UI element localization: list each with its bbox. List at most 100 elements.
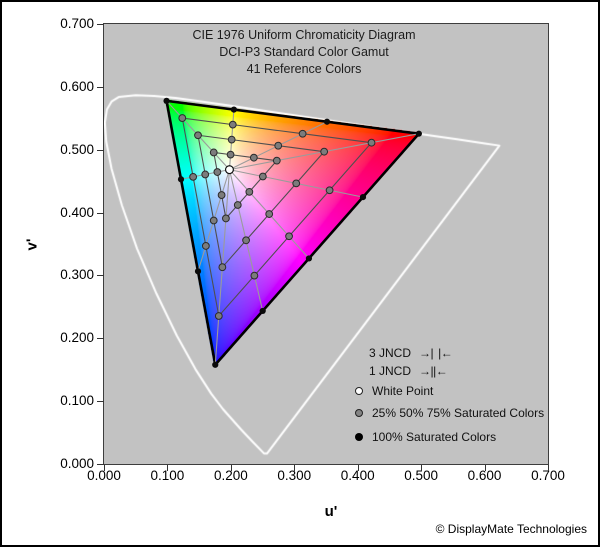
ref-color-green-50 [194,131,202,140]
ref-color-red-magenta-75 [325,186,334,195]
ref-color-green-75 [178,114,187,122]
jncd-1-scale-marker-icon: →||← [419,364,448,378]
legend-entry-white-point: White Point [355,383,433,399]
ref-color-yellow-100 [230,106,238,113]
y-tick-label: 0.200 [60,330,94,346]
copyright-text: © DisplayMate Technologies [435,522,587,536]
legend-entry-full-saturation: 100% Saturated Colors [355,429,496,445]
ref-color-red-25 [272,156,281,165]
ref-color-blue-75 [214,312,223,320]
x-axis-label: u' [324,503,338,520]
ref-color-blue-100 [212,361,219,368]
ref-color-magenta-50 [265,210,274,218]
x-tick-label: 0.400 [340,468,375,483]
gamut-triangle-edge [165,99,421,367]
ref-color-cyan-blue-100 [194,268,202,275]
ref-color-orange-100 [323,118,331,125]
legend-entry-partial-saturation: 25% 50% 75% Saturated Colors [355,405,544,421]
ref-color-red-magenta-50 [292,179,301,188]
ref-color-green-100 [163,97,170,104]
y-tick-label: 0.600 [60,78,94,94]
y-tick-mark [97,464,104,465]
ref-color-red-75 [367,138,376,147]
ref-color-purple-25 [233,201,242,209]
x-tick-mark [104,465,105,471]
full-saturation-marker-icon [355,433,363,441]
legend-entry-1jncd: 1 JNCD →||← [369,363,448,379]
ref-color-purple-100 [259,307,266,315]
y-tick-label: 0.400 [60,204,94,220]
y-tick-label: 0.500 [60,141,94,157]
ref-color-orange-25 [249,153,258,162]
x-tick-mark [230,465,232,471]
ref-color-red-50 [320,147,329,156]
x-tick-mark [357,465,359,471]
ref-color-orange-50 [274,141,283,150]
ref-color-cyan-100 [177,176,185,183]
x-tick-label: 0.300 [277,468,312,483]
ref-color-orange-75 [298,129,307,138]
ref-color-cyan-50 [201,170,210,179]
ref-color-magenta-100 [305,255,313,262]
ref-color-cyan-75 [189,172,198,181]
y-tick-mark [97,24,104,25]
x-tick-label: 0.700 [531,468,565,483]
y-tick-label: 0.000 [60,456,94,471]
ref-color-cyan-blue-75 [201,242,210,250]
ref-color-yellow-50 [227,135,236,144]
legend-white-point-label: White Point [372,384,434,398]
ref-color-green-25 [209,148,218,157]
ref-color-yellow-75 [228,120,237,129]
y-tick-mark [97,401,104,403]
x-tick-mark [294,465,296,471]
x-tick-mark [167,465,169,471]
x-tick-mark [548,465,549,471]
gamut-gradient-canvas [104,24,548,464]
legend-full-saturation-label: 100% Saturated Colors [372,430,497,444]
white-point-marker-icon [355,387,363,395]
plot-area [103,23,549,465]
y-tick-mark [97,149,104,151]
ref-color-purple-50 [242,236,250,245]
white-point-marker [224,165,234,175]
ref-color-magenta-25 [245,187,254,196]
ref-color-purple-75 [250,271,259,280]
x-tick-label: 0.100 [150,468,185,483]
y-axis-label: v' [23,238,41,251]
legend-1jncd-label: 1 JNCD [369,364,412,378]
x-tick-label: 0.500 [404,468,439,483]
ref-color-magenta-75 [285,232,293,241]
jncd-3-scale-marker-icon: →| |← [419,346,453,360]
y-tick-mark [97,338,104,340]
x-tick-mark [421,465,423,471]
x-tick-label: 0.200 [213,468,248,483]
x-tick-label: 0.600 [467,468,502,483]
chart-title-line-1: CIE 1976 Uniform Chromaticity Diagram [192,28,416,42]
ref-color-cyan-blue-50 [209,216,218,225]
gamut-overlay-svg [163,97,422,368]
x-tick-mark [484,465,486,471]
y-tick-mark [97,86,104,88]
chart-title-line-2: DCI-P3 Standard Color Gamut [219,45,389,59]
ref-color-cyan-25 [213,168,222,176]
chart-title-line-3: 41 Reference Colors [246,62,362,76]
ref-color-red-magenta-100 [359,194,367,201]
ref-color-red-100 [415,130,422,137]
ref-color-blue-25 [222,214,230,223]
ref-color-cyan-blue-25 [217,191,226,199]
partial-saturation-marker-icon [355,409,363,417]
y-tick-label: 0.100 [60,393,94,409]
y-tick-mark [97,275,104,277]
ref-color-red-magenta-25 [258,172,267,181]
chart-title: CIE 1976 Uniform Chromaticity Diagram DC… [104,27,504,78]
legend-3jncd-label: 3 JNCD [369,346,412,360]
ref-color-yellow-25 [226,150,235,159]
legend-entry-3jncd: 3 JNCD →| |← [369,345,453,361]
ref-color-blue-50 [218,263,227,272]
y-tick-label: 0.300 [60,267,94,283]
legend-partial-saturation-label: 25% 50% 75% Saturated Colors [372,406,545,420]
y-tick-label: 0.700 [60,16,94,31]
y-tick-mark [97,212,104,214]
x-tick-label: 0.000 [87,468,121,483]
